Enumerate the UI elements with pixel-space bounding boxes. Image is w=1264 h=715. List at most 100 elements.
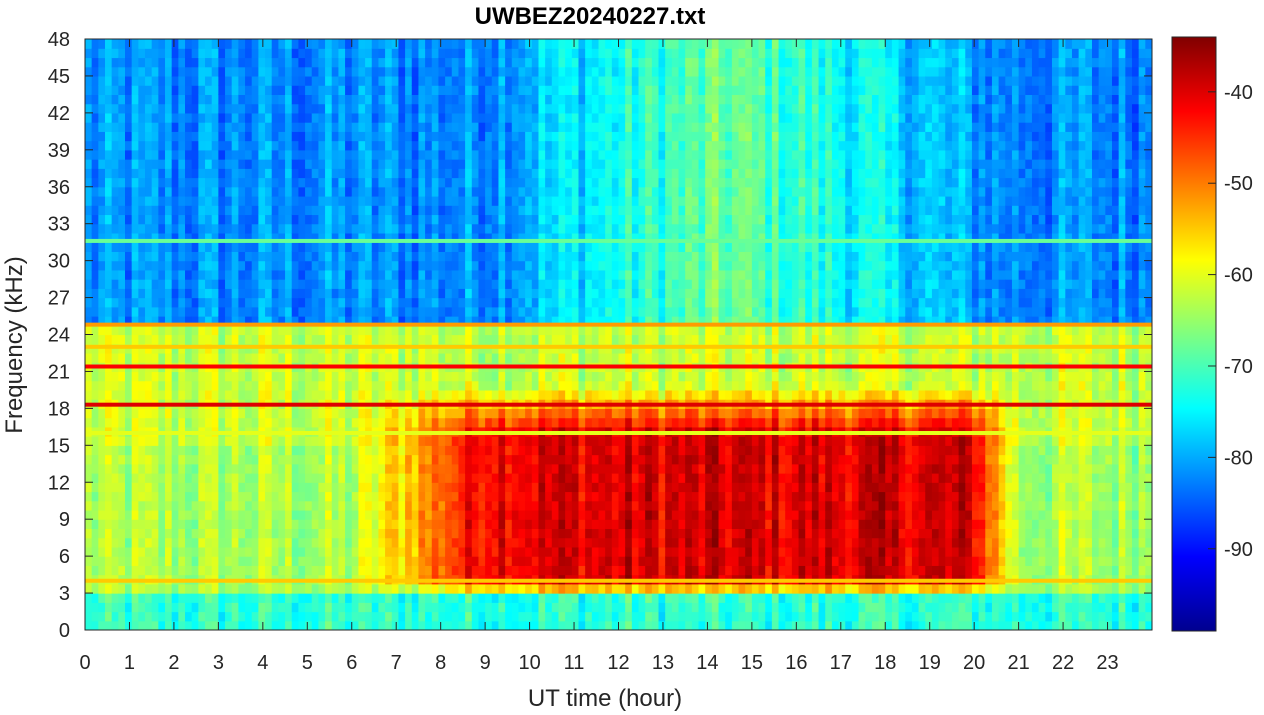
heatmap-cell [118, 205, 126, 216]
heatmap-cell [185, 436, 193, 446]
heatmap-cell [345, 306, 353, 317]
heatmap-cell [231, 352, 239, 363]
heatmap-cell [138, 556, 146, 566]
heatmap-cell [411, 620, 420, 630]
heatmap-cell [138, 140, 146, 151]
heatmap-cell [165, 94, 173, 105]
heatmap-cell [105, 556, 113, 566]
heatmap-cell [385, 75, 393, 86]
heatmap-cell [485, 509, 493, 520]
heatmap-cell [498, 94, 506, 105]
heatmap-cell [425, 408, 433, 419]
heatmap-cell [578, 159, 586, 169]
heatmap-cell [458, 269, 466, 280]
heatmap-cell [498, 519, 506, 530]
heatmap-cell [531, 500, 540, 511]
heatmap-cell [471, 611, 480, 622]
heatmap-cell [525, 48, 533, 59]
heatmap-cell [391, 519, 400, 530]
heatmap-cell [585, 611, 593, 622]
heatmap-cell [305, 491, 313, 502]
heatmap-cell [458, 602, 466, 613]
heatmap-cell [498, 583, 506, 594]
heatmap-cell [338, 288, 346, 299]
heatmap-cell [425, 537, 433, 548]
heatmap-cell [438, 251, 446, 262]
heatmap-cell [358, 269, 366, 280]
heatmap-cell [231, 149, 239, 160]
heatmap-cell [131, 352, 139, 363]
heatmap-cell [378, 371, 386, 382]
heatmap-cell [438, 583, 446, 594]
heatmap-cell [385, 260, 393, 271]
heatmap-cell [271, 306, 279, 317]
heatmap-cell [271, 75, 279, 86]
heatmap-cell [585, 463, 593, 474]
heatmap-cell [178, 195, 186, 206]
heatmap-cell [171, 223, 179, 234]
heatmap-cell [185, 112, 193, 123]
heatmap-cell [405, 316, 413, 326]
heatmap-cell [125, 186, 133, 197]
heatmap-cell [338, 325, 346, 336]
heatmap-cell [338, 380, 346, 391]
heatmap-cell [111, 149, 119, 160]
heatmap-cell [391, 269, 400, 280]
heatmap-cell [445, 131, 453, 142]
heatmap-cell [545, 463, 553, 474]
heatmap-cell [85, 205, 93, 216]
heatmap-cell [278, 195, 286, 206]
heatmap-cell [531, 491, 540, 502]
heatmap-cell [278, 380, 286, 391]
heatmap-cell [265, 306, 273, 317]
heatmap-cell [538, 417, 546, 428]
heatmap-cell [518, 214, 526, 225]
heatmap-cell [505, 66, 513, 77]
heatmap-cell [205, 159, 213, 169]
heatmap-cell [245, 39, 253, 49]
heatmap-cell [458, 620, 466, 630]
heatmap-cell [431, 269, 440, 280]
heatmap-cell [578, 112, 586, 123]
heatmap-cell [325, 159, 333, 169]
heatmap-cell [591, 528, 600, 539]
heatmap-cell [465, 528, 473, 539]
heatmap-cell [371, 473, 380, 483]
heatmap-cell [265, 297, 273, 308]
heatmap-cell [211, 325, 219, 336]
heatmap-cell [138, 242, 146, 252]
heatmap-cell [531, 297, 540, 308]
heatmap-cell [238, 463, 246, 474]
heatmap-cell [211, 242, 219, 252]
heatmap-cell [238, 269, 246, 280]
heatmap-cell [425, 75, 433, 86]
heatmap-cell [591, 602, 600, 613]
heatmap-cell [445, 242, 453, 252]
heatmap-cell [558, 57, 566, 68]
heatmap-cell [598, 131, 606, 142]
heatmap-cell [578, 519, 586, 530]
heatmap-cell [431, 297, 440, 308]
heatmap-cell [265, 519, 273, 530]
heatmap-cell [238, 546, 246, 557]
heatmap-cell [411, 140, 420, 151]
heatmap-cell [138, 519, 146, 530]
heatmap-cell [345, 463, 353, 474]
heatmap-cell [458, 352, 466, 363]
heatmap-cell [125, 352, 133, 363]
heatmap-cell [511, 269, 520, 280]
heatmap-cell [211, 316, 219, 326]
heatmap-cell [585, 214, 593, 225]
heatmap-cell [205, 149, 213, 160]
heatmap-cell [445, 168, 453, 179]
heatmap-cell [351, 500, 360, 511]
heatmap-cell [191, 260, 199, 271]
heatmap-cell [431, 583, 440, 594]
heatmap-cell [185, 260, 193, 271]
heatmap-cell [158, 57, 166, 68]
heatmap-cell [91, 75, 99, 86]
heatmap-cell [91, 122, 99, 132]
heatmap-cell [331, 436, 340, 446]
heatmap-cell [245, 352, 253, 363]
heatmap-cell [265, 325, 273, 336]
